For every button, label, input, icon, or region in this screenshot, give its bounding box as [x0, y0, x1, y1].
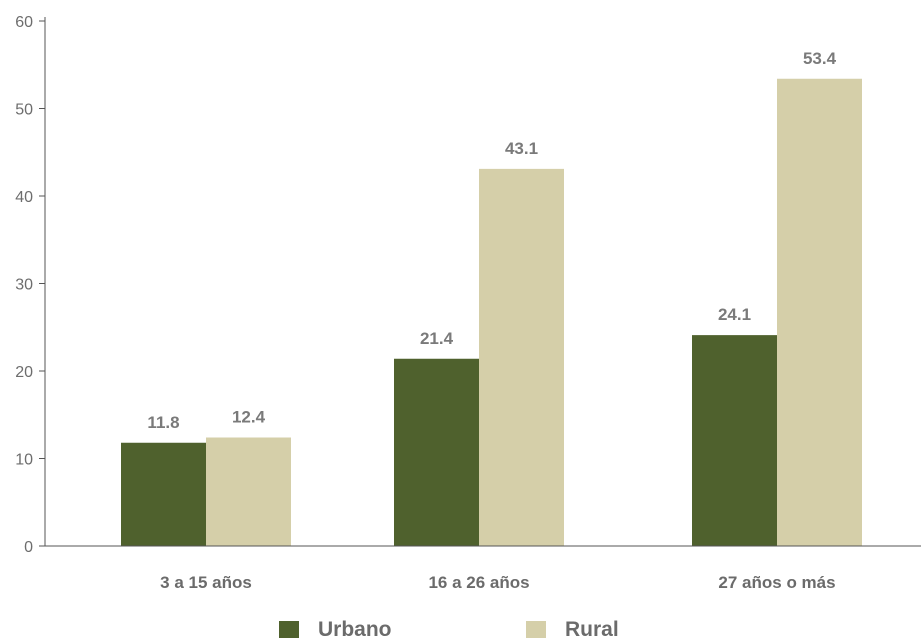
y-tick-label: 40	[15, 189, 33, 206]
x-category-label: 3 a 15 años	[160, 573, 252, 592]
y-tick-label: 20	[15, 364, 33, 381]
y-tick-label: 10	[15, 452, 33, 469]
y-tick-label: 0	[24, 539, 33, 556]
data-label: 21.4	[420, 329, 454, 348]
data-label: 53.4	[803, 49, 837, 68]
y-tick-label: 30	[15, 277, 33, 294]
legend-swatch-rural	[526, 621, 546, 638]
x-axis: 3 a 15 años 16 a 26 años 27 años o más	[45, 545, 921, 592]
legend-label: Urbano	[318, 618, 392, 638]
y-tick-label: 60	[15, 14, 33, 31]
x-category-label: 27 años o más	[718, 573, 835, 592]
bar-urbano	[692, 335, 777, 546]
legend: Urbano Rural	[279, 618, 619, 638]
bar-rural	[479, 168, 564, 546]
data-label: 12.4	[232, 408, 266, 427]
bar-rural	[777, 78, 862, 546]
y-tick-label: 50	[15, 102, 33, 119]
x-category-label: 16 a 26 años	[428, 573, 529, 592]
data-label: 11.8	[147, 413, 179, 432]
bar-urbano	[121, 442, 206, 546]
data-label: 24.1	[718, 305, 751, 324]
legend-label: Rural	[565, 618, 619, 638]
data-label: 43.1	[505, 139, 538, 158]
y-axis: 0 10 20 30 40 50 60	[15, 14, 46, 556]
bar-rural	[206, 437, 291, 546]
bars: 11.8 21.4 24.1 12.4 43.1 53.4	[121, 49, 862, 546]
legend-swatch-urbano	[279, 621, 299, 638]
bar-urbano	[394, 358, 479, 546]
